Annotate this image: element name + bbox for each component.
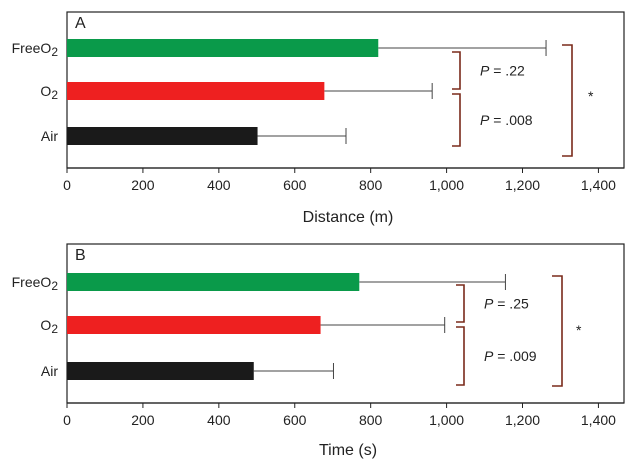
panel-letter: B (75, 247, 86, 264)
panel-letter: A (75, 15, 86, 32)
bar-air (67, 127, 258, 145)
x-tick-label: 800 (359, 412, 383, 428)
x-tick-label: 400 (207, 412, 231, 428)
category-label: O2 (40, 83, 58, 102)
x-tick-label: 1,200 (505, 177, 540, 193)
category-label: Air (41, 363, 58, 379)
category-label: FreeO2 (12, 274, 59, 293)
x-tick-label: 400 (207, 177, 231, 193)
x-tick-label: 0 (63, 412, 71, 428)
significance-star: * (588, 88, 594, 104)
bracket-pair-1 (452, 51, 461, 90)
x-tick-label: 1,000 (429, 177, 464, 193)
p-value-label: P = .009 (484, 348, 537, 364)
x-tick-label: 1,200 (505, 412, 540, 428)
category-label: FreeO2 (12, 40, 59, 59)
bracket-pair-2 (452, 93, 461, 147)
x-axis-title: Distance (m) (303, 209, 394, 226)
x-tick-label: 1,400 (581, 412, 616, 428)
bracket-overall (562, 44, 573, 157)
bar-freeo2 (67, 273, 360, 291)
bar-o2 (67, 82, 325, 100)
p-value-label: P = .22 (480, 63, 525, 79)
bar-o2 (67, 316, 321, 334)
bar-freeo2 (67, 39, 379, 57)
category-label: Air (41, 128, 58, 144)
x-tick-label: 1,400 (581, 177, 616, 193)
significance-star: * (576, 322, 582, 338)
category-label: O2 (40, 317, 58, 336)
panel-b: B 0 200 400 600 800 1,000 1,200 1,400 Time (s) Fre… (12, 243, 625, 459)
x-tick-label: 0 (63, 177, 71, 193)
x-tick-label: 600 (283, 412, 307, 428)
bar-air (67, 362, 254, 380)
bracket-pair-2 (456, 326, 465, 386)
bracket-overall (552, 275, 563, 387)
x-tick-label: 600 (283, 177, 307, 193)
x-tick-label: 1,000 (429, 412, 464, 428)
x-tick-label: 200 (131, 177, 155, 193)
panel-a: A 0 200 400 600 800 1,000 1,200 1,400 Distance (m… (12, 11, 625, 226)
x-axis-title: Time (s) (319, 442, 377, 459)
p-value-label: P = .25 (484, 296, 529, 312)
p-value-label: P = .008 (480, 112, 533, 128)
x-tick-label: 800 (359, 177, 383, 193)
bracket-pair-1 (456, 284, 465, 323)
x-tick-label: 200 (131, 412, 155, 428)
